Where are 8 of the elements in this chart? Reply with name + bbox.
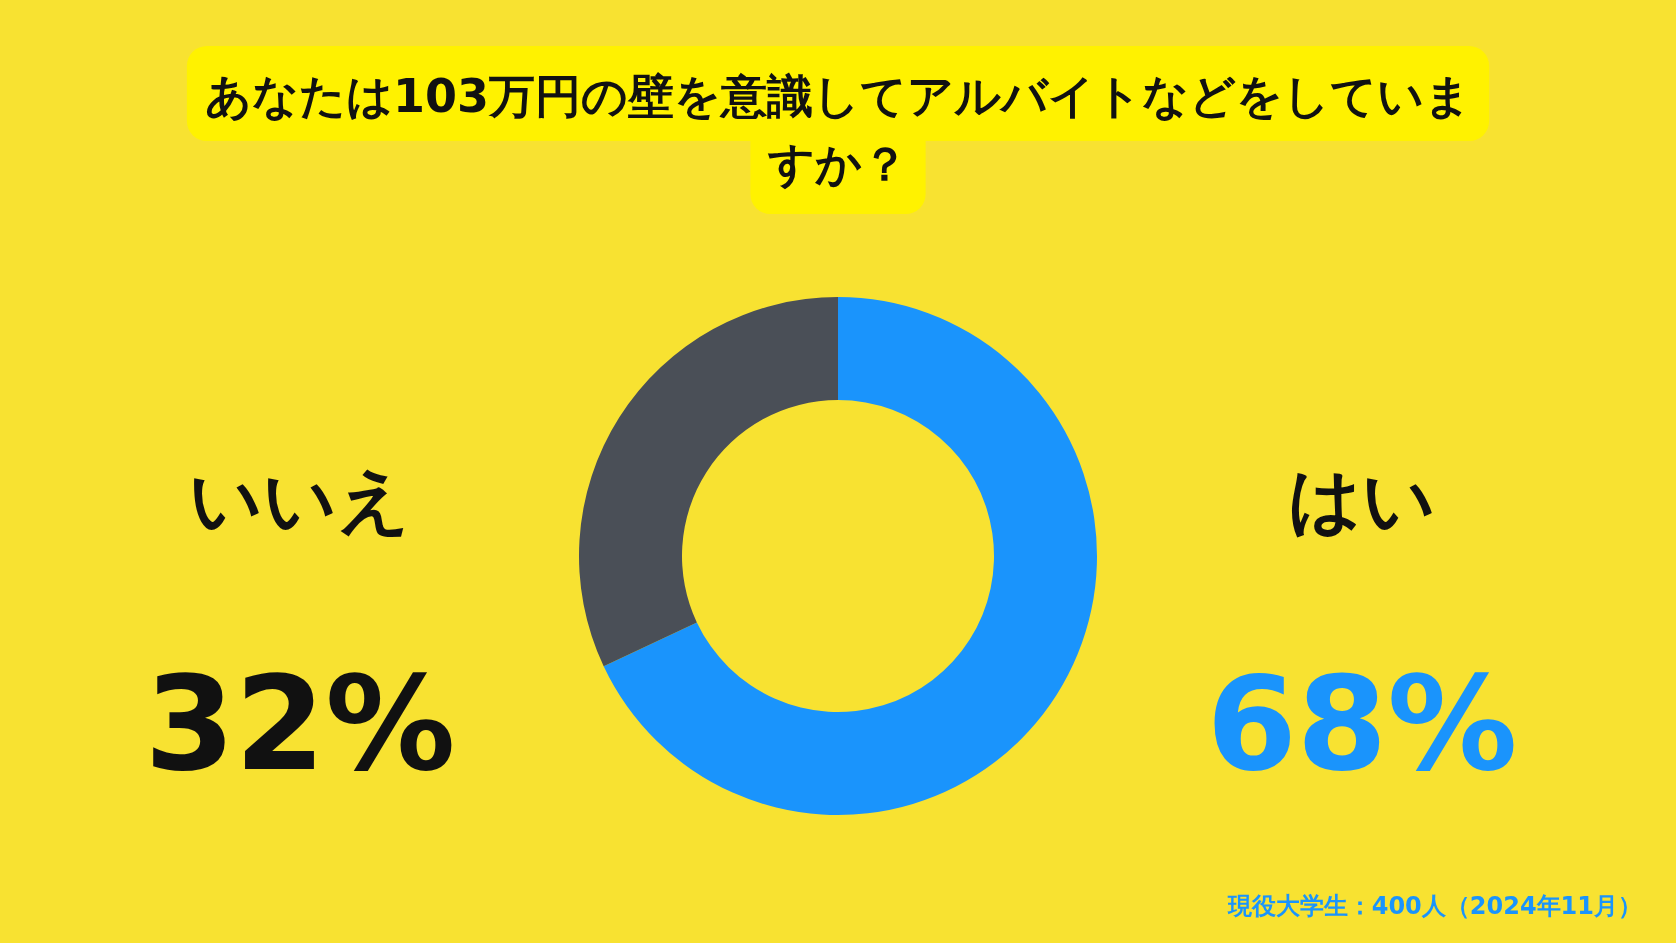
text: 現役大学生：400人（2024年11月） (1226, 892, 1642, 920)
data-label: 32% (144, 648, 456, 800)
data-label: 68% (1206, 648, 1518, 800)
slice-label: いいえ (189, 458, 411, 542)
chart-title: あなたは103万円の壁を意識してアルバイトなどをしていますか？ (204, 69, 1472, 191)
donut-slice (579, 297, 838, 667)
donut-slice (603, 297, 1097, 815)
slice-label: はい (1288, 458, 1436, 542)
